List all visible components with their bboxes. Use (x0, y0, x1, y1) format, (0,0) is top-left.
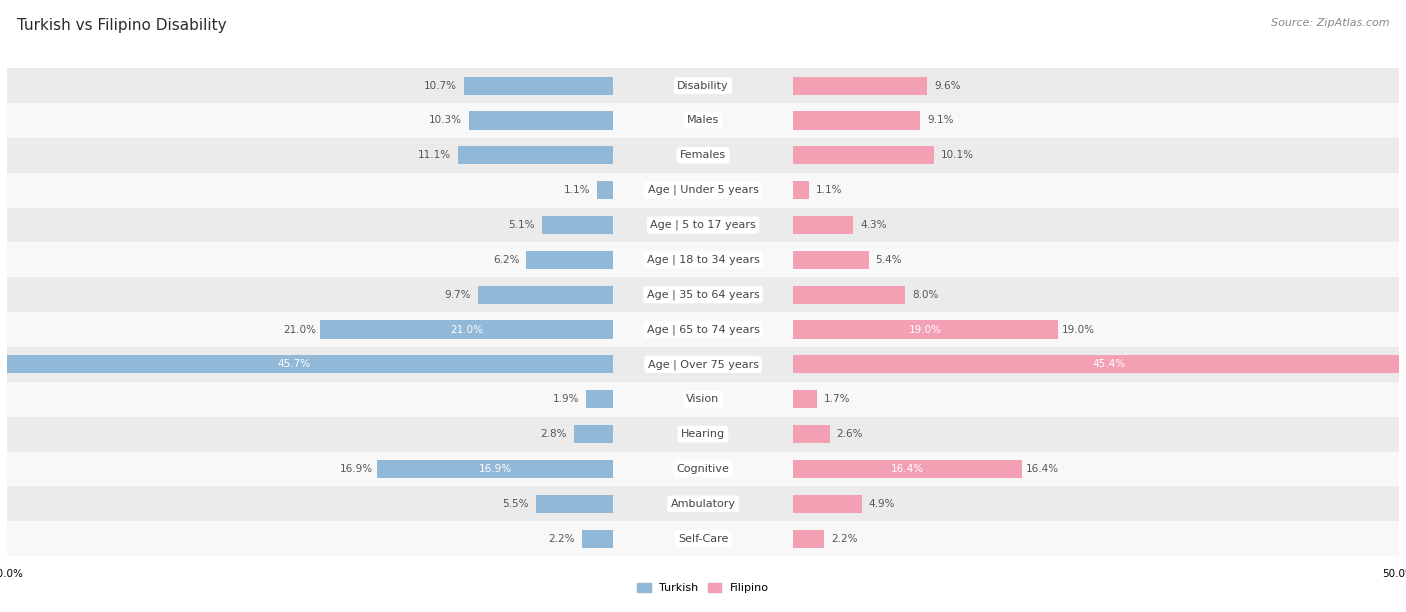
Bar (7, 312, 1399, 347)
Text: Self-Care: Self-Care (678, 534, 728, 543)
Text: 19.0%: 19.0% (910, 324, 942, 335)
Bar (793, 111, 920, 130)
Bar (377, 460, 613, 478)
Text: 4.9%: 4.9% (869, 499, 896, 509)
Text: Age | Over 75 years: Age | Over 75 years (648, 359, 758, 370)
Bar (470, 111, 613, 130)
Bar (793, 529, 824, 548)
Text: 9.7%: 9.7% (444, 289, 471, 300)
Bar (541, 216, 613, 234)
Text: 5.4%: 5.4% (876, 255, 903, 265)
Bar (793, 251, 869, 269)
Bar (793, 390, 817, 408)
Text: Turkish vs Filipino Disability: Turkish vs Filipino Disability (17, 18, 226, 34)
Text: 1.9%: 1.9% (553, 394, 579, 405)
Bar (7, 242, 1399, 277)
Text: 2.6%: 2.6% (837, 429, 863, 439)
Text: 1.1%: 1.1% (564, 185, 591, 195)
Bar (793, 321, 1057, 338)
Bar (793, 460, 1022, 478)
Bar (793, 216, 853, 234)
Bar (7, 417, 1399, 452)
Bar (321, 321, 613, 338)
Text: 4.3%: 4.3% (860, 220, 887, 230)
Bar (7, 382, 1399, 417)
Bar (793, 494, 862, 513)
Text: 8.0%: 8.0% (912, 289, 938, 300)
Bar (793, 286, 905, 304)
Text: Vision: Vision (686, 394, 720, 405)
Text: 11.1%: 11.1% (418, 151, 451, 160)
Bar (7, 138, 1399, 173)
Text: Age | Under 5 years: Age | Under 5 years (648, 185, 758, 195)
Bar (582, 529, 613, 548)
Text: 21.0%: 21.0% (283, 324, 316, 335)
Text: Age | 18 to 34 years: Age | 18 to 34 years (647, 255, 759, 265)
Bar (536, 494, 613, 513)
Text: 2.2%: 2.2% (831, 534, 858, 543)
Text: 9.1%: 9.1% (927, 116, 953, 125)
Text: 2.2%: 2.2% (548, 534, 575, 543)
Bar (586, 390, 613, 408)
Text: 6.2%: 6.2% (492, 255, 519, 265)
Bar (793, 356, 1406, 373)
Text: 1.7%: 1.7% (824, 394, 851, 405)
Text: Source: ZipAtlas.com: Source: ZipAtlas.com (1271, 18, 1389, 28)
Text: 2.8%: 2.8% (540, 429, 567, 439)
Bar (458, 146, 613, 165)
Text: 45.4%: 45.4% (1092, 359, 1126, 370)
Text: 10.1%: 10.1% (941, 151, 974, 160)
Bar (7, 521, 1399, 556)
Text: 5.1%: 5.1% (508, 220, 534, 230)
Text: Cognitive: Cognitive (676, 464, 730, 474)
Bar (7, 452, 1399, 487)
Bar (574, 425, 613, 443)
Text: Ambulatory: Ambulatory (671, 499, 735, 509)
Bar (793, 76, 927, 95)
Bar (7, 487, 1399, 521)
Text: 16.9%: 16.9% (478, 464, 512, 474)
Text: Hearing: Hearing (681, 429, 725, 439)
Text: 9.6%: 9.6% (934, 81, 960, 91)
Text: 45.7%: 45.7% (278, 359, 311, 370)
Bar (793, 146, 934, 165)
Text: Disability: Disability (678, 81, 728, 91)
Bar (598, 181, 613, 199)
Bar (526, 251, 613, 269)
Text: 16.4%: 16.4% (1026, 464, 1059, 474)
Bar (7, 207, 1399, 242)
Bar (0, 356, 613, 373)
Bar (464, 76, 613, 95)
Text: 10.3%: 10.3% (429, 116, 463, 125)
Text: Age | 5 to 17 years: Age | 5 to 17 years (650, 220, 756, 230)
Legend: Turkish, Filipino: Turkish, Filipino (633, 578, 773, 598)
Text: 10.7%: 10.7% (423, 81, 457, 91)
Bar (793, 425, 830, 443)
Bar (793, 181, 808, 199)
Text: 16.4%: 16.4% (891, 464, 924, 474)
Text: 5.5%: 5.5% (502, 499, 529, 509)
Bar (7, 277, 1399, 312)
Bar (7, 347, 1399, 382)
Text: 1.1%: 1.1% (815, 185, 842, 195)
Text: Males: Males (688, 116, 718, 125)
Bar (7, 173, 1399, 207)
Bar (478, 286, 613, 304)
Text: Females: Females (681, 151, 725, 160)
Text: Age | 65 to 74 years: Age | 65 to 74 years (647, 324, 759, 335)
Bar (7, 68, 1399, 103)
Bar (7, 103, 1399, 138)
Text: 16.9%: 16.9% (340, 464, 373, 474)
Text: 21.0%: 21.0% (450, 324, 482, 335)
Text: Age | 35 to 64 years: Age | 35 to 64 years (647, 289, 759, 300)
Text: 19.0%: 19.0% (1062, 324, 1095, 335)
